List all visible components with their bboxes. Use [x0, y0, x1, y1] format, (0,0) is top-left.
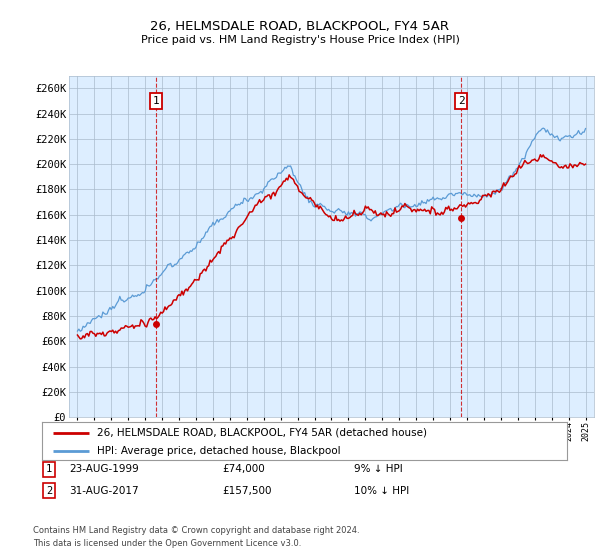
Text: 9% ↓ HPI: 9% ↓ HPI [354, 464, 403, 474]
Text: 1: 1 [46, 464, 52, 474]
Text: 2: 2 [46, 486, 52, 496]
Text: 31-AUG-2017: 31-AUG-2017 [69, 486, 139, 496]
Text: 1: 1 [153, 96, 160, 106]
Text: 23-AUG-1999: 23-AUG-1999 [69, 464, 139, 474]
Text: £74,000: £74,000 [222, 464, 265, 474]
Text: Price paid vs. HM Land Registry's House Price Index (HPI): Price paid vs. HM Land Registry's House … [140, 35, 460, 45]
Text: This data is licensed under the Open Government Licence v3.0.: This data is licensed under the Open Gov… [33, 539, 301, 548]
Text: 26, HELMSDALE ROAD, BLACKPOOL, FY4 5AR: 26, HELMSDALE ROAD, BLACKPOOL, FY4 5AR [151, 20, 449, 32]
Text: 2: 2 [458, 96, 464, 106]
Text: Contains HM Land Registry data © Crown copyright and database right 2024.: Contains HM Land Registry data © Crown c… [33, 526, 359, 535]
Text: 26, HELMSDALE ROAD, BLACKPOOL, FY4 5AR (detached house): 26, HELMSDALE ROAD, BLACKPOOL, FY4 5AR (… [97, 428, 427, 438]
Text: 10% ↓ HPI: 10% ↓ HPI [354, 486, 409, 496]
Text: £157,500: £157,500 [222, 486, 271, 496]
Text: HPI: Average price, detached house, Blackpool: HPI: Average price, detached house, Blac… [97, 446, 341, 456]
